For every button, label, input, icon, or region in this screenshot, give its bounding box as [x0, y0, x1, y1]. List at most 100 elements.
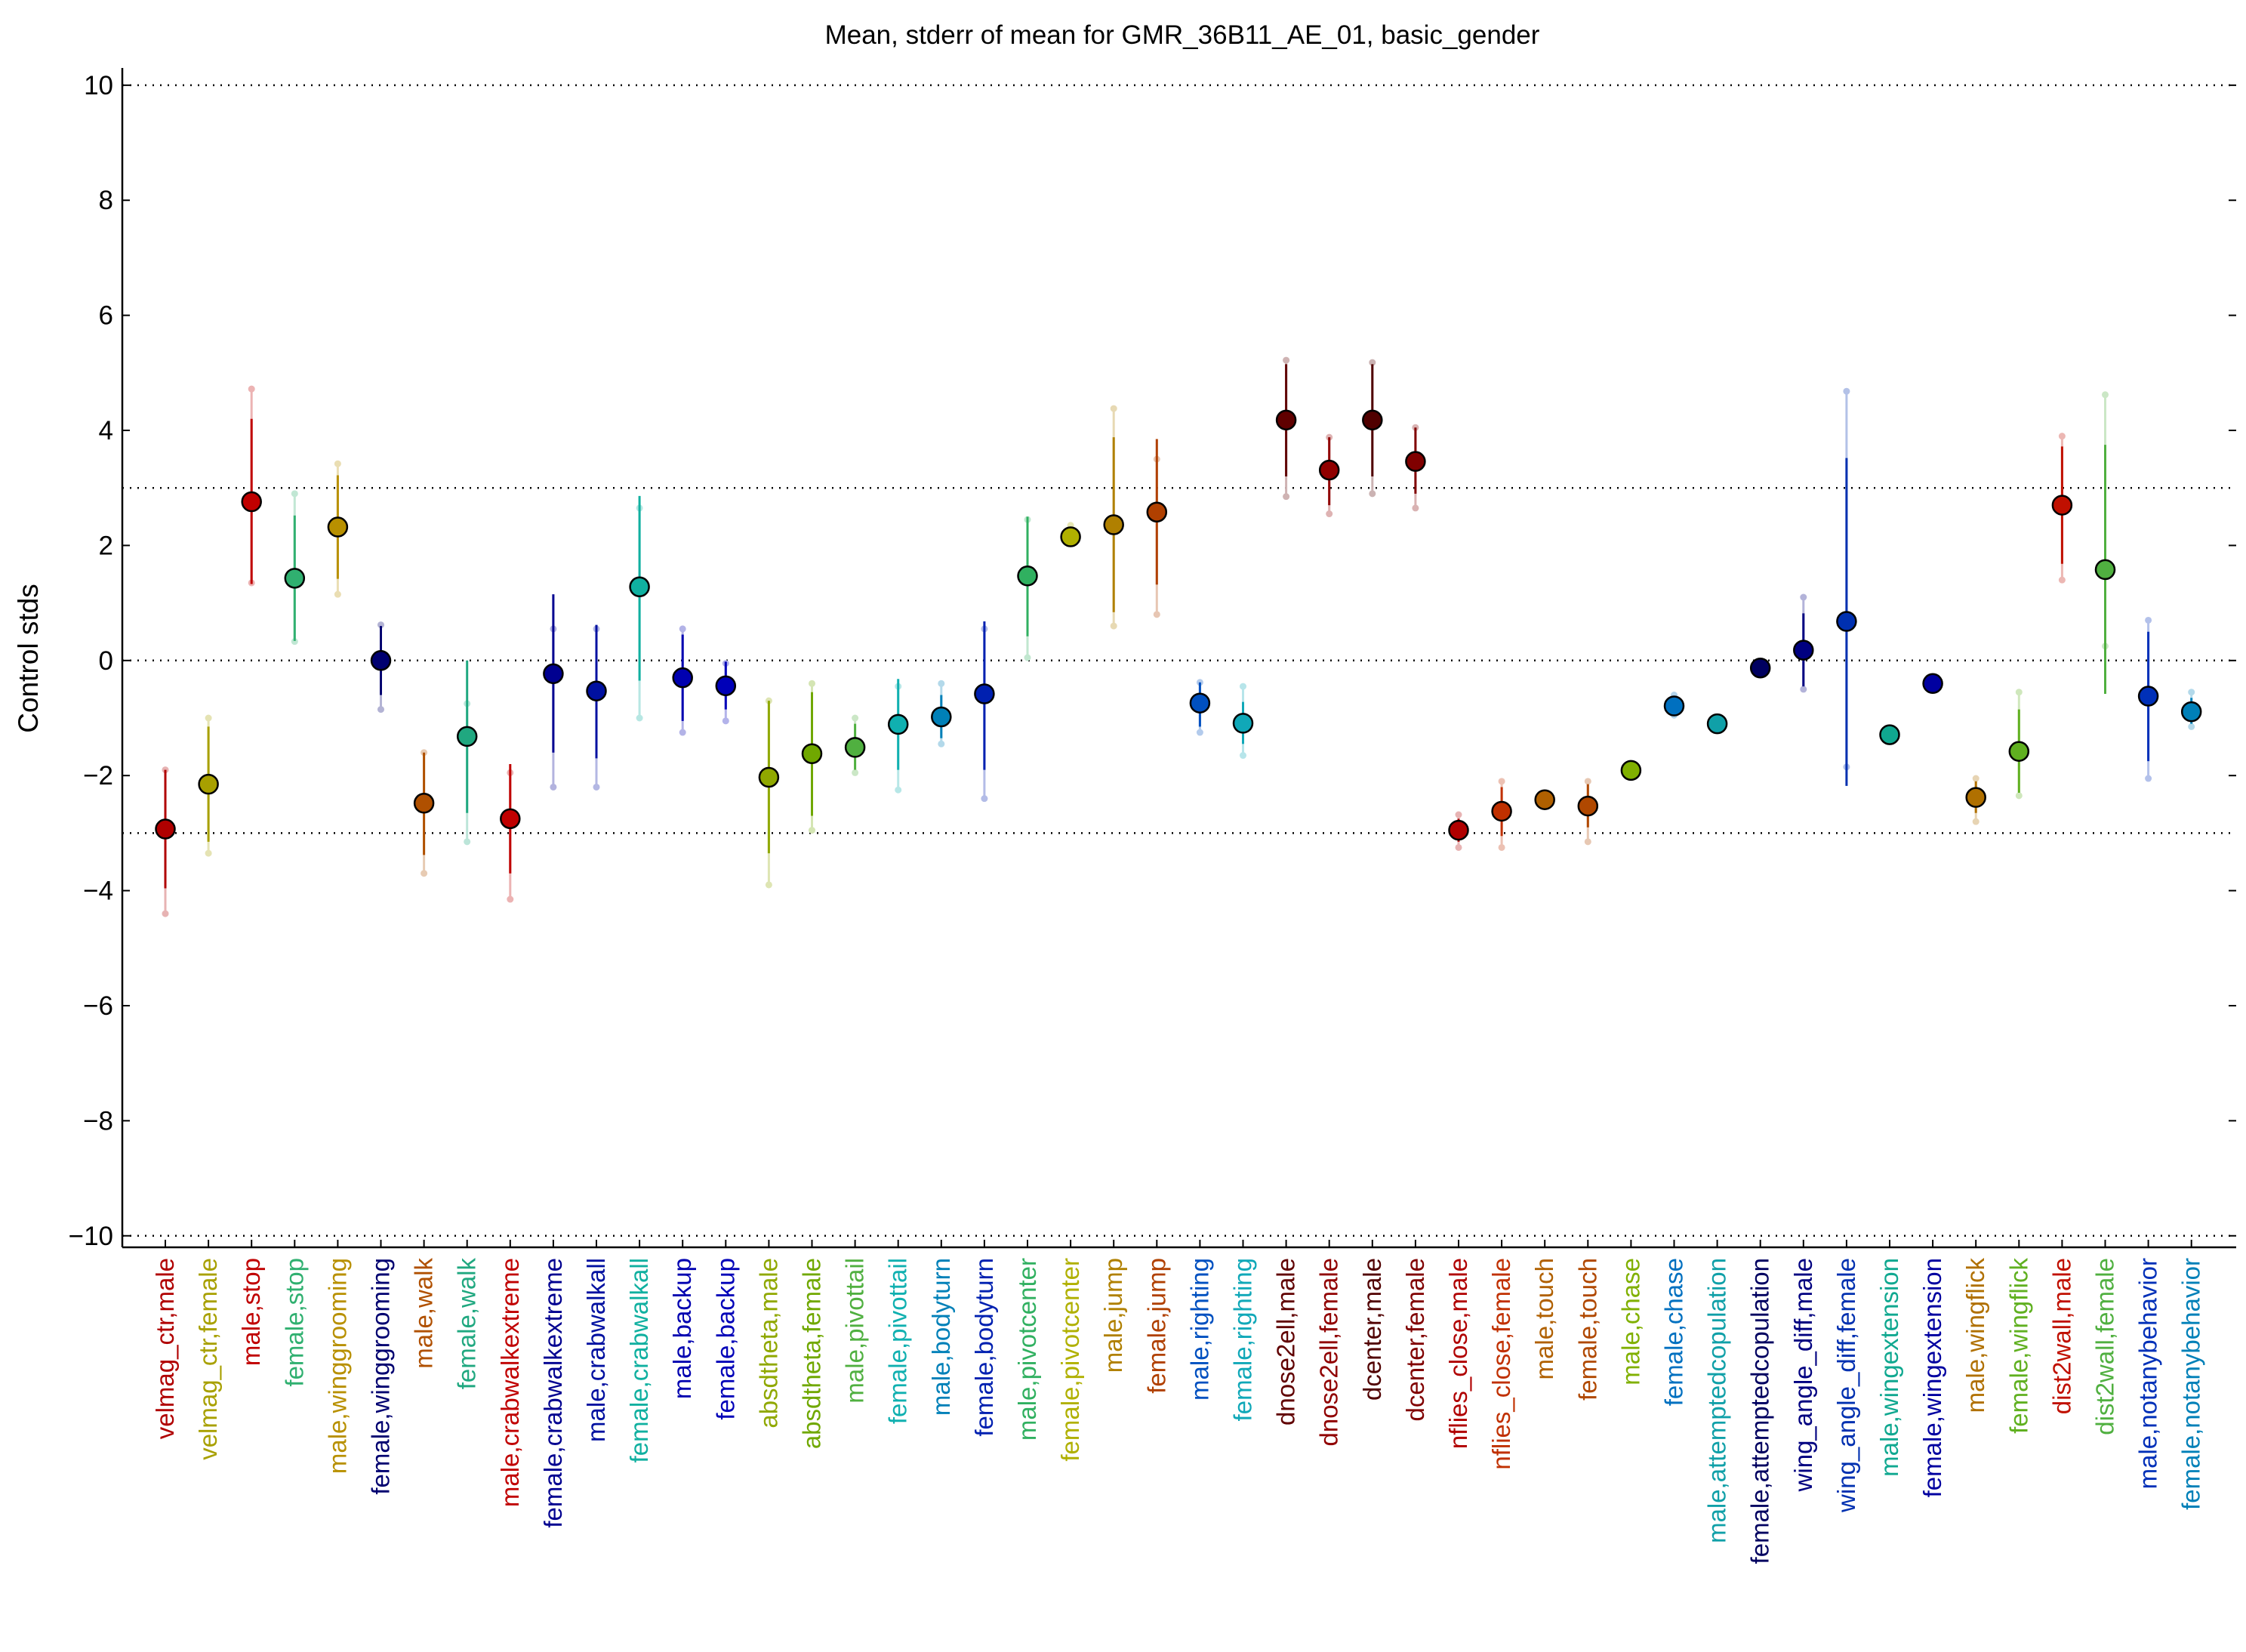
range-end-dot — [334, 460, 341, 467]
range-end-dot — [938, 740, 945, 747]
mean-point — [2180, 701, 2202, 723]
y-tick-label: −2 — [83, 761, 113, 791]
mean-point — [327, 516, 349, 538]
range-end-dot — [2102, 391, 2109, 399]
range-end-dot — [809, 827, 815, 834]
y-tick-label: 8 — [99, 186, 113, 215]
range-end-dot — [2058, 576, 2066, 584]
category-label: absdtheta,female — [798, 1258, 826, 1449]
category-label: dnose2ell,female — [1315, 1258, 1343, 1447]
range-end-dot — [593, 783, 600, 791]
mean-point — [456, 726, 478, 747]
category-label: female,backup — [711, 1258, 739, 1420]
mean-point — [198, 773, 219, 795]
range-end-dot — [291, 638, 298, 646]
y-tick-label: −4 — [83, 877, 113, 906]
mean-point — [1362, 409, 1383, 431]
range-end-dot — [2145, 616, 2152, 624]
range-end-dot — [1369, 359, 1376, 366]
mean-point — [1491, 800, 1512, 822]
range-end-dot — [1455, 843, 1462, 851]
range-end-dot — [162, 910, 169, 917]
range-end-dot — [1110, 622, 1117, 630]
category-label: dcenter,male — [1358, 1258, 1386, 1401]
mean-point — [1189, 692, 1211, 714]
range-end-dot — [722, 717, 729, 725]
category-label: dcenter,female — [1401, 1258, 1429, 1421]
category-label: male,notanybehavior — [2134, 1258, 2162, 1489]
category-label: female,crabwalkall — [625, 1258, 653, 1462]
range-end-dot — [679, 729, 686, 736]
range-end-dot — [1584, 778, 1591, 785]
mean-point — [844, 737, 866, 758]
mean-point — [1534, 789, 1555, 810]
range-end-dot — [1498, 843, 1505, 851]
range-end-dot — [809, 680, 815, 687]
mean-point — [758, 766, 780, 788]
y-axis-label: Control stds — [13, 584, 44, 732]
range-end-dot — [248, 385, 255, 393]
y-tick-label: 6 — [99, 301, 113, 331]
mean-point — [284, 568, 306, 589]
mean-point — [629, 576, 650, 598]
mean-point — [1405, 451, 1426, 472]
category-label: male,jump — [1099, 1258, 1127, 1373]
range-end-dot — [421, 870, 428, 877]
category-label: wing_angle_diff,female — [1832, 1258, 1860, 1513]
mean-point — [1103, 514, 1124, 535]
category-label: female,pivotcenter — [1056, 1258, 1084, 1462]
range-end-dot — [1455, 811, 1462, 818]
range-end-dot — [852, 714, 859, 722]
mean-point — [586, 680, 607, 701]
range-end-dot — [377, 621, 384, 629]
range-end-dot — [334, 590, 341, 598]
mean-point — [1577, 795, 1599, 817]
range-end-dot — [2145, 775, 2152, 782]
mean-point — [1017, 566, 1038, 587]
mean-point — [543, 663, 564, 685]
range-end-dot — [1283, 493, 1290, 501]
mean-point — [1879, 724, 1900, 745]
range-end-dot — [507, 895, 514, 903]
mean-point — [1318, 459, 1340, 481]
category-label: dnose2ell,male — [1272, 1258, 1300, 1425]
y-tick-label: 2 — [99, 531, 113, 560]
category-label: female,walk — [453, 1258, 481, 1390]
mean-point — [500, 808, 521, 830]
y-tick-label: 4 — [99, 416, 113, 445]
mean-point — [1232, 713, 1254, 734]
y-tick-label: −10 — [69, 1222, 113, 1251]
mean-point — [2008, 741, 2030, 762]
mean-point — [1793, 640, 1814, 661]
category-label: velmag_ctr,male — [151, 1258, 179, 1439]
category-label: female,attemptedcopulation — [1746, 1258, 1774, 1564]
category-label: wing_angle_diff,male — [1789, 1258, 1817, 1492]
category-label: female,wingflick — [2004, 1258, 2032, 1434]
category-label: male,touch — [1530, 1258, 1558, 1379]
range-end-dot — [377, 706, 384, 714]
range-end-dot — [765, 881, 772, 889]
range-end-dot — [1283, 356, 1290, 364]
range-end-dot — [1240, 683, 1246, 690]
range-end-dot — [1369, 490, 1376, 498]
category-label: female,righting — [1229, 1258, 1257, 1421]
mean-point — [370, 650, 392, 671]
category-label: male,attemptedcopulation — [1703, 1258, 1731, 1543]
range-end-dot — [2058, 433, 2066, 440]
range-end-dot — [2188, 723, 2195, 730]
range-end-dot — [636, 714, 643, 722]
category-label: dist2wall,male — [2047, 1258, 2075, 1414]
mean-point — [1275, 409, 1297, 431]
range-end-dot — [1153, 611, 1160, 618]
mean-point — [155, 818, 176, 840]
range-end-dot — [291, 490, 298, 498]
category-label: male,walk — [410, 1258, 438, 1369]
category-label: female,stop — [280, 1258, 308, 1387]
range-end-dot — [550, 783, 557, 791]
range-end-dot — [1196, 729, 1203, 736]
mean-point — [2137, 686, 2159, 707]
category-label: female,touch — [1573, 1258, 1601, 1401]
mean-point — [672, 667, 693, 689]
category-label: female,jump — [1142, 1258, 1170, 1394]
